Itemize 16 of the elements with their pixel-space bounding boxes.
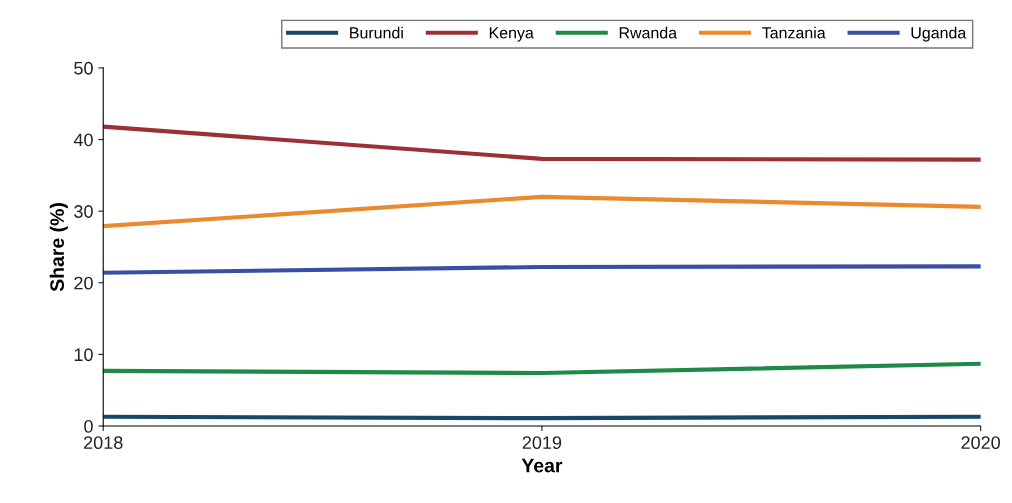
- legend-label: Tanzania: [762, 26, 826, 39]
- y-tick-label: 30: [74, 205, 93, 218]
- legend-label: Uganda: [911, 26, 967, 42]
- y-tick-label: 10: [74, 348, 93, 362]
- legend-label: Rwanda: [619, 26, 678, 39]
- legend-label: Kenya: [489, 27, 534, 42]
- x-tick-label: 2018: [84, 436, 123, 450]
- y-tick-label: 0: [84, 419, 93, 433]
- y-axis-title: Share (%): [49, 203, 68, 292]
- y-tick-label: 50: [74, 61, 93, 75]
- legend-label: Burundi: [350, 26, 403, 39]
- x-axis-title: Year: [521, 458, 563, 473]
- x-tick-label: 2020: [961, 436, 1001, 450]
- y-tick-label: 20: [74, 276, 93, 290]
- y-tick-label: 40: [73, 133, 93, 147]
- x-tick-label: 2019: [522, 436, 562, 450]
